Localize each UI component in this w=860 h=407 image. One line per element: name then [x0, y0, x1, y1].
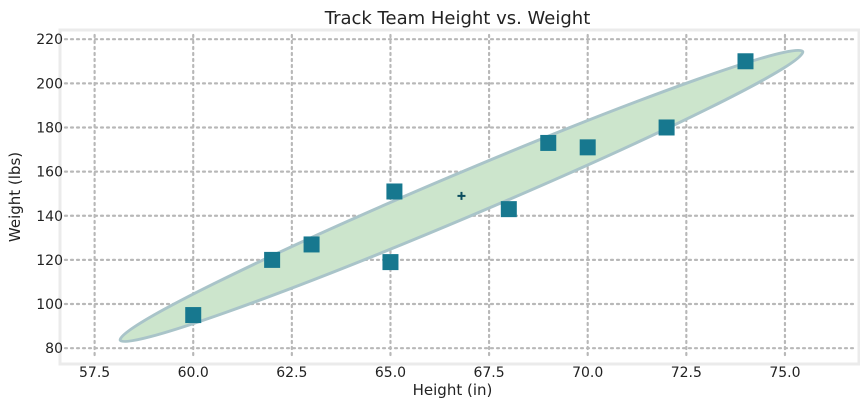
data-point — [303, 236, 320, 253]
x-tick-label: 75.0 — [769, 365, 800, 381]
y-tick-label: 180 — [36, 120, 63, 136]
y-axis-label: Weight (lbs) — [6, 152, 24, 242]
y-tick-label: 200 — [36, 76, 63, 92]
x-tick-label: 57.5 — [79, 365, 110, 381]
data-point — [386, 183, 403, 200]
y-tick-label: 160 — [36, 165, 63, 181]
x-tick-label: 70.0 — [572, 365, 603, 381]
x-tick-label: 67.5 — [473, 365, 504, 381]
tick-labels-layer: 57.5 60.0 62.5 65.0 67.5 70.0 72.5 75.0 80 100 120… — [36, 32, 800, 381]
data-point — [540, 134, 557, 151]
y-tick-label: 140 — [36, 209, 63, 225]
data-point — [185, 307, 202, 324]
data-point — [579, 139, 596, 156]
y-tick-label: 80 — [45, 341, 63, 357]
plot-frame — [58, 28, 860, 366]
data-point — [737, 53, 754, 70]
chart-title: Track Team Height vs. Weight — [324, 8, 591, 29]
x-tick-label: 65.0 — [375, 365, 406, 381]
x-axis-label: Height (in) — [413, 381, 493, 399]
x-tick-label: 60.0 — [178, 365, 209, 381]
data-point — [500, 201, 517, 218]
y-tick-label: 100 — [36, 297, 63, 313]
y-tick-label: 220 — [36, 32, 63, 48]
x-tick-label: 62.5 — [276, 365, 307, 381]
x-tick-label: 72.5 — [671, 365, 702, 381]
mean-marker — [457, 191, 466, 200]
data-point — [658, 119, 675, 136]
y-tick-label: 120 — [36, 253, 63, 269]
data-point — [264, 251, 281, 268]
points-layer — [185, 53, 754, 324]
data-point — [382, 254, 399, 271]
